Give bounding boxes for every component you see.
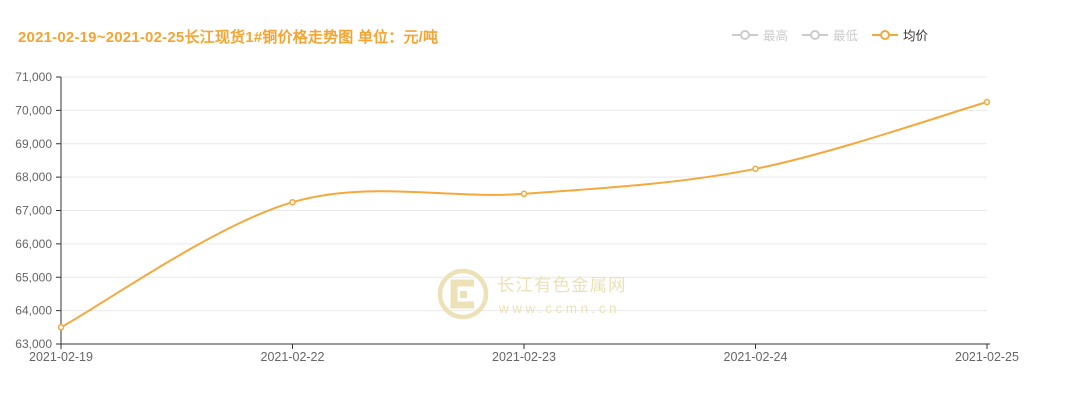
watermark-site-name: 长江有色金属网 bbox=[497, 275, 627, 295]
logo-c-shape bbox=[450, 279, 474, 309]
legend-label: 均价 bbox=[902, 29, 928, 43]
y-axis-label: 67,000 bbox=[15, 204, 52, 218]
legend-item-avg[interactable]: 均价 bbox=[871, 25, 928, 44]
data-point-marker[interactable] bbox=[57, 324, 65, 331]
y-axis-label: 71,000 bbox=[15, 70, 52, 84]
x-axis-label: 2021-02-25 bbox=[955, 350, 1019, 364]
x-axis-label: 2021-02-22 bbox=[261, 350, 325, 364]
legend-item-high[interactable]: 最高 bbox=[731, 25, 788, 44]
y-axis-label: 65,000 bbox=[15, 270, 52, 284]
x-axis-label: 2021-02-23 bbox=[492, 350, 556, 364]
legend: 最高 最低 均价 bbox=[731, 25, 928, 44]
y-axis-label: 63,000 bbox=[15, 337, 52, 351]
data-point-marker[interactable] bbox=[520, 190, 528, 198]
y-axis-label: 64,000 bbox=[15, 304, 52, 318]
y-axis-label: 68,000 bbox=[15, 170, 52, 184]
legend-label: 最低 bbox=[832, 29, 858, 43]
line-series-icon bbox=[871, 29, 898, 40]
logo-center-square bbox=[460, 291, 467, 298]
series-均价 bbox=[57, 98, 991, 331]
legend-item-low[interactable]: 最低 bbox=[801, 25, 858, 44]
ccmn-logo-icon bbox=[437, 268, 489, 320]
data-point-marker[interactable] bbox=[983, 98, 991, 106]
chart-title: 2021-02-19~2021-02-25长江现货1#铜价格走势图 单位：元/吨 bbox=[18, 29, 439, 46]
logo-ring bbox=[437, 268, 489, 320]
watermark-site-url: www.ccmn.cn bbox=[498, 301, 620, 316]
data-point-marker[interactable] bbox=[289, 198, 296, 206]
y-axis-label: 70,000 bbox=[15, 103, 52, 117]
y-gridlines bbox=[61, 76, 987, 312]
x-axis-label: 2021-02-24 bbox=[724, 350, 788, 364]
legend-label: 最高 bbox=[762, 29, 788, 43]
x-axis-label: 2021-02-19 bbox=[29, 350, 93, 364]
y-axis-label: 69,000 bbox=[15, 137, 52, 151]
data-point-marker[interactable] bbox=[752, 165, 759, 173]
line-series-icon bbox=[731, 29, 758, 40]
watermark: 长江有色金属网 www.ccmn.cn bbox=[437, 268, 627, 320]
axes: 63,000 64,000 65,000 66,000 67,000 68,000 69,0… bbox=[15, 70, 1019, 364]
line-series-icon bbox=[801, 29, 828, 40]
y-axis-label: 66,000 bbox=[15, 237, 52, 251]
